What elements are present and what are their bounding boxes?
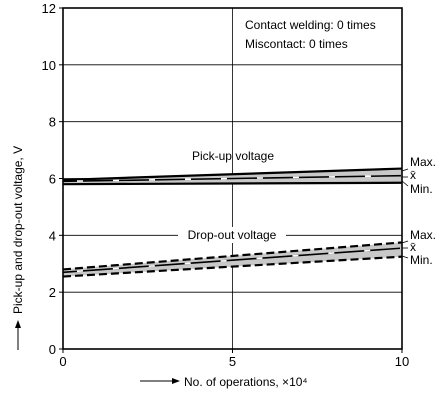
y-tick-label: 2 — [49, 285, 56, 300]
note-miscontact: Miscontact: 0 times — [245, 37, 348, 51]
dropout-mean-line — [62, 247, 403, 274]
dropout-max-line — [62, 241, 403, 271]
pickup-max-leader — [401, 168, 409, 172]
dropout-label-bg — [178, 227, 286, 243]
pickup-mean-line — [62, 174, 403, 183]
pickup-mean-label: x̄ — [410, 168, 416, 182]
x-tick-label: 0 — [59, 354, 66, 369]
pickup-max-label: Max. — [410, 155, 436, 169]
pickup-voltage-label: Pick-up voltage — [192, 149, 274, 163]
y-tick-label: 8 — [49, 115, 56, 130]
y-tick-label: 12 — [42, 1, 56, 16]
y-tick-label: 6 — [49, 172, 56, 187]
pickup-max-line — [62, 167, 403, 182]
x-tick-label: 10 — [395, 354, 409, 369]
dropout-mean-label: x̄ — [410, 240, 416, 254]
x-tick-label: 5 — [229, 354, 236, 369]
y-axis-arrow-head — [15, 320, 21, 328]
dropout-max-label: Max. — [410, 228, 436, 242]
y-tick-label: 4 — [49, 228, 56, 243]
pickup-min-label: Min. — [410, 182, 433, 196]
dropout-max-leader — [401, 240, 409, 244]
pickup-min-leader — [401, 180, 409, 187]
pickup-min-line — [62, 181, 403, 186]
dropout-min-leader — [401, 255, 409, 259]
y-axis-title: Pick-up and drop-out voltage, V — [11, 146, 25, 314]
x-axis-arrow-head — [172, 378, 180, 384]
dropout-min-line — [62, 255, 403, 278]
y-tick-label: 0 — [49, 342, 56, 357]
dropout-min-label: Min. — [410, 253, 433, 267]
x-axis-title: No. of operations, ×10⁴ — [184, 375, 308, 389]
dropout-voltage-label: Drop-out voltage — [188, 228, 277, 242]
y-axis-title-group: Pick-up and drop-out voltage, V — [11, 146, 25, 350]
y-tick-label: 10 — [42, 58, 56, 73]
note-contact-welding: Contact welding: 0 times — [245, 18, 376, 32]
